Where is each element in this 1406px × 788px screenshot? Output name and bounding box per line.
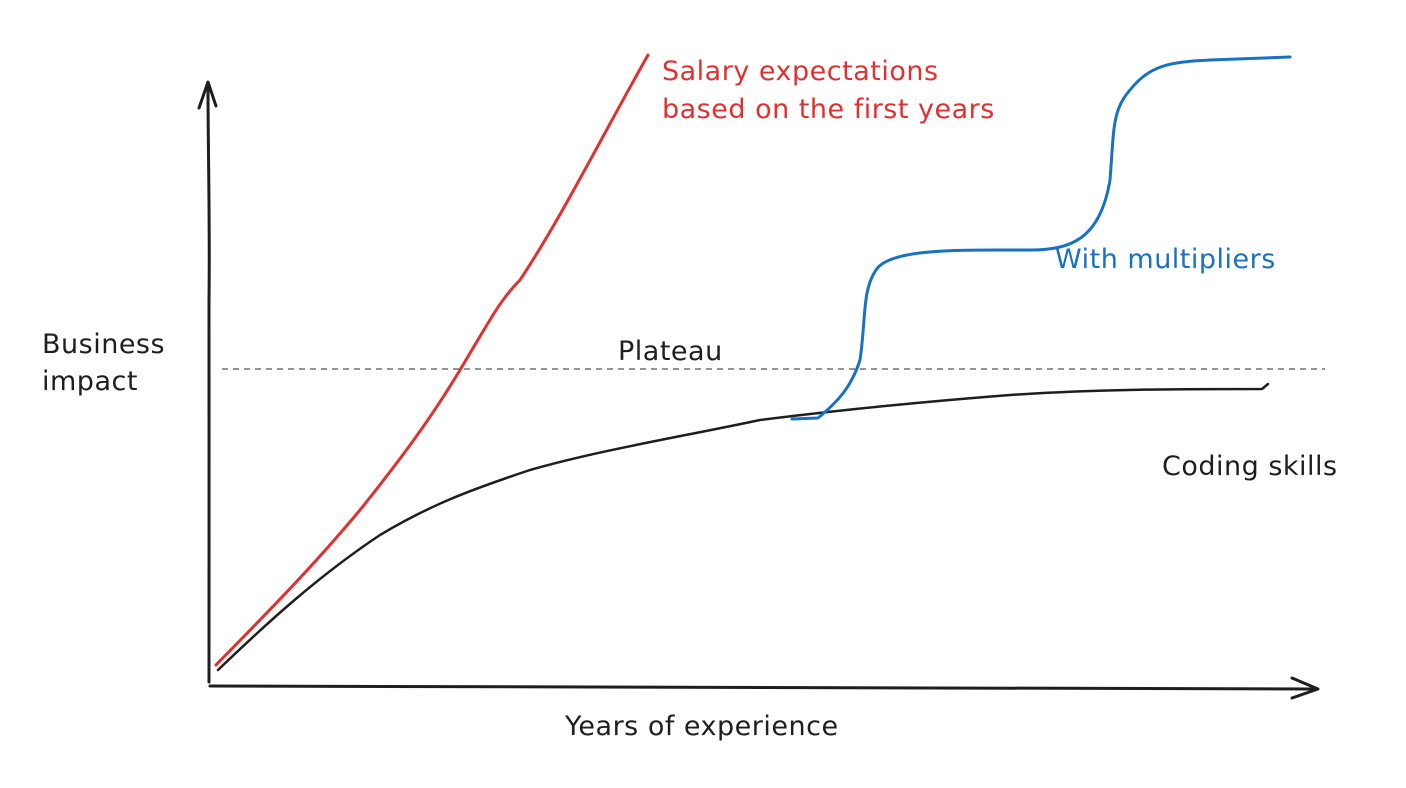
multipliers-label: With multipliers	[1055, 244, 1276, 275]
y-axis-label-line2: impact	[42, 366, 138, 397]
salary-label-line2: based on the first years	[662, 94, 995, 125]
y-axis-arrowhead	[197, 80, 218, 110]
multipliers-curve	[790, 55, 1292, 421]
y-axis	[197, 80, 218, 684]
x-axis-arrowhead	[1290, 676, 1320, 700]
salary-expectations-curve	[214, 53, 650, 667]
x-axis-label: Years of experience	[564, 711, 839, 742]
coding-skills-curve	[216, 382, 1270, 672]
coding-skills-label: Coding skills	[1162, 451, 1338, 482]
x-axis	[208, 676, 1320, 700]
plateau-label: Plateau	[618, 336, 723, 367]
salary-label-line1: Salary expectations	[662, 56, 939, 87]
y-axis-label-line1: Business	[42, 329, 165, 360]
x-axis-line	[208, 684, 1318, 691]
y-axis-line	[206, 84, 211, 684]
